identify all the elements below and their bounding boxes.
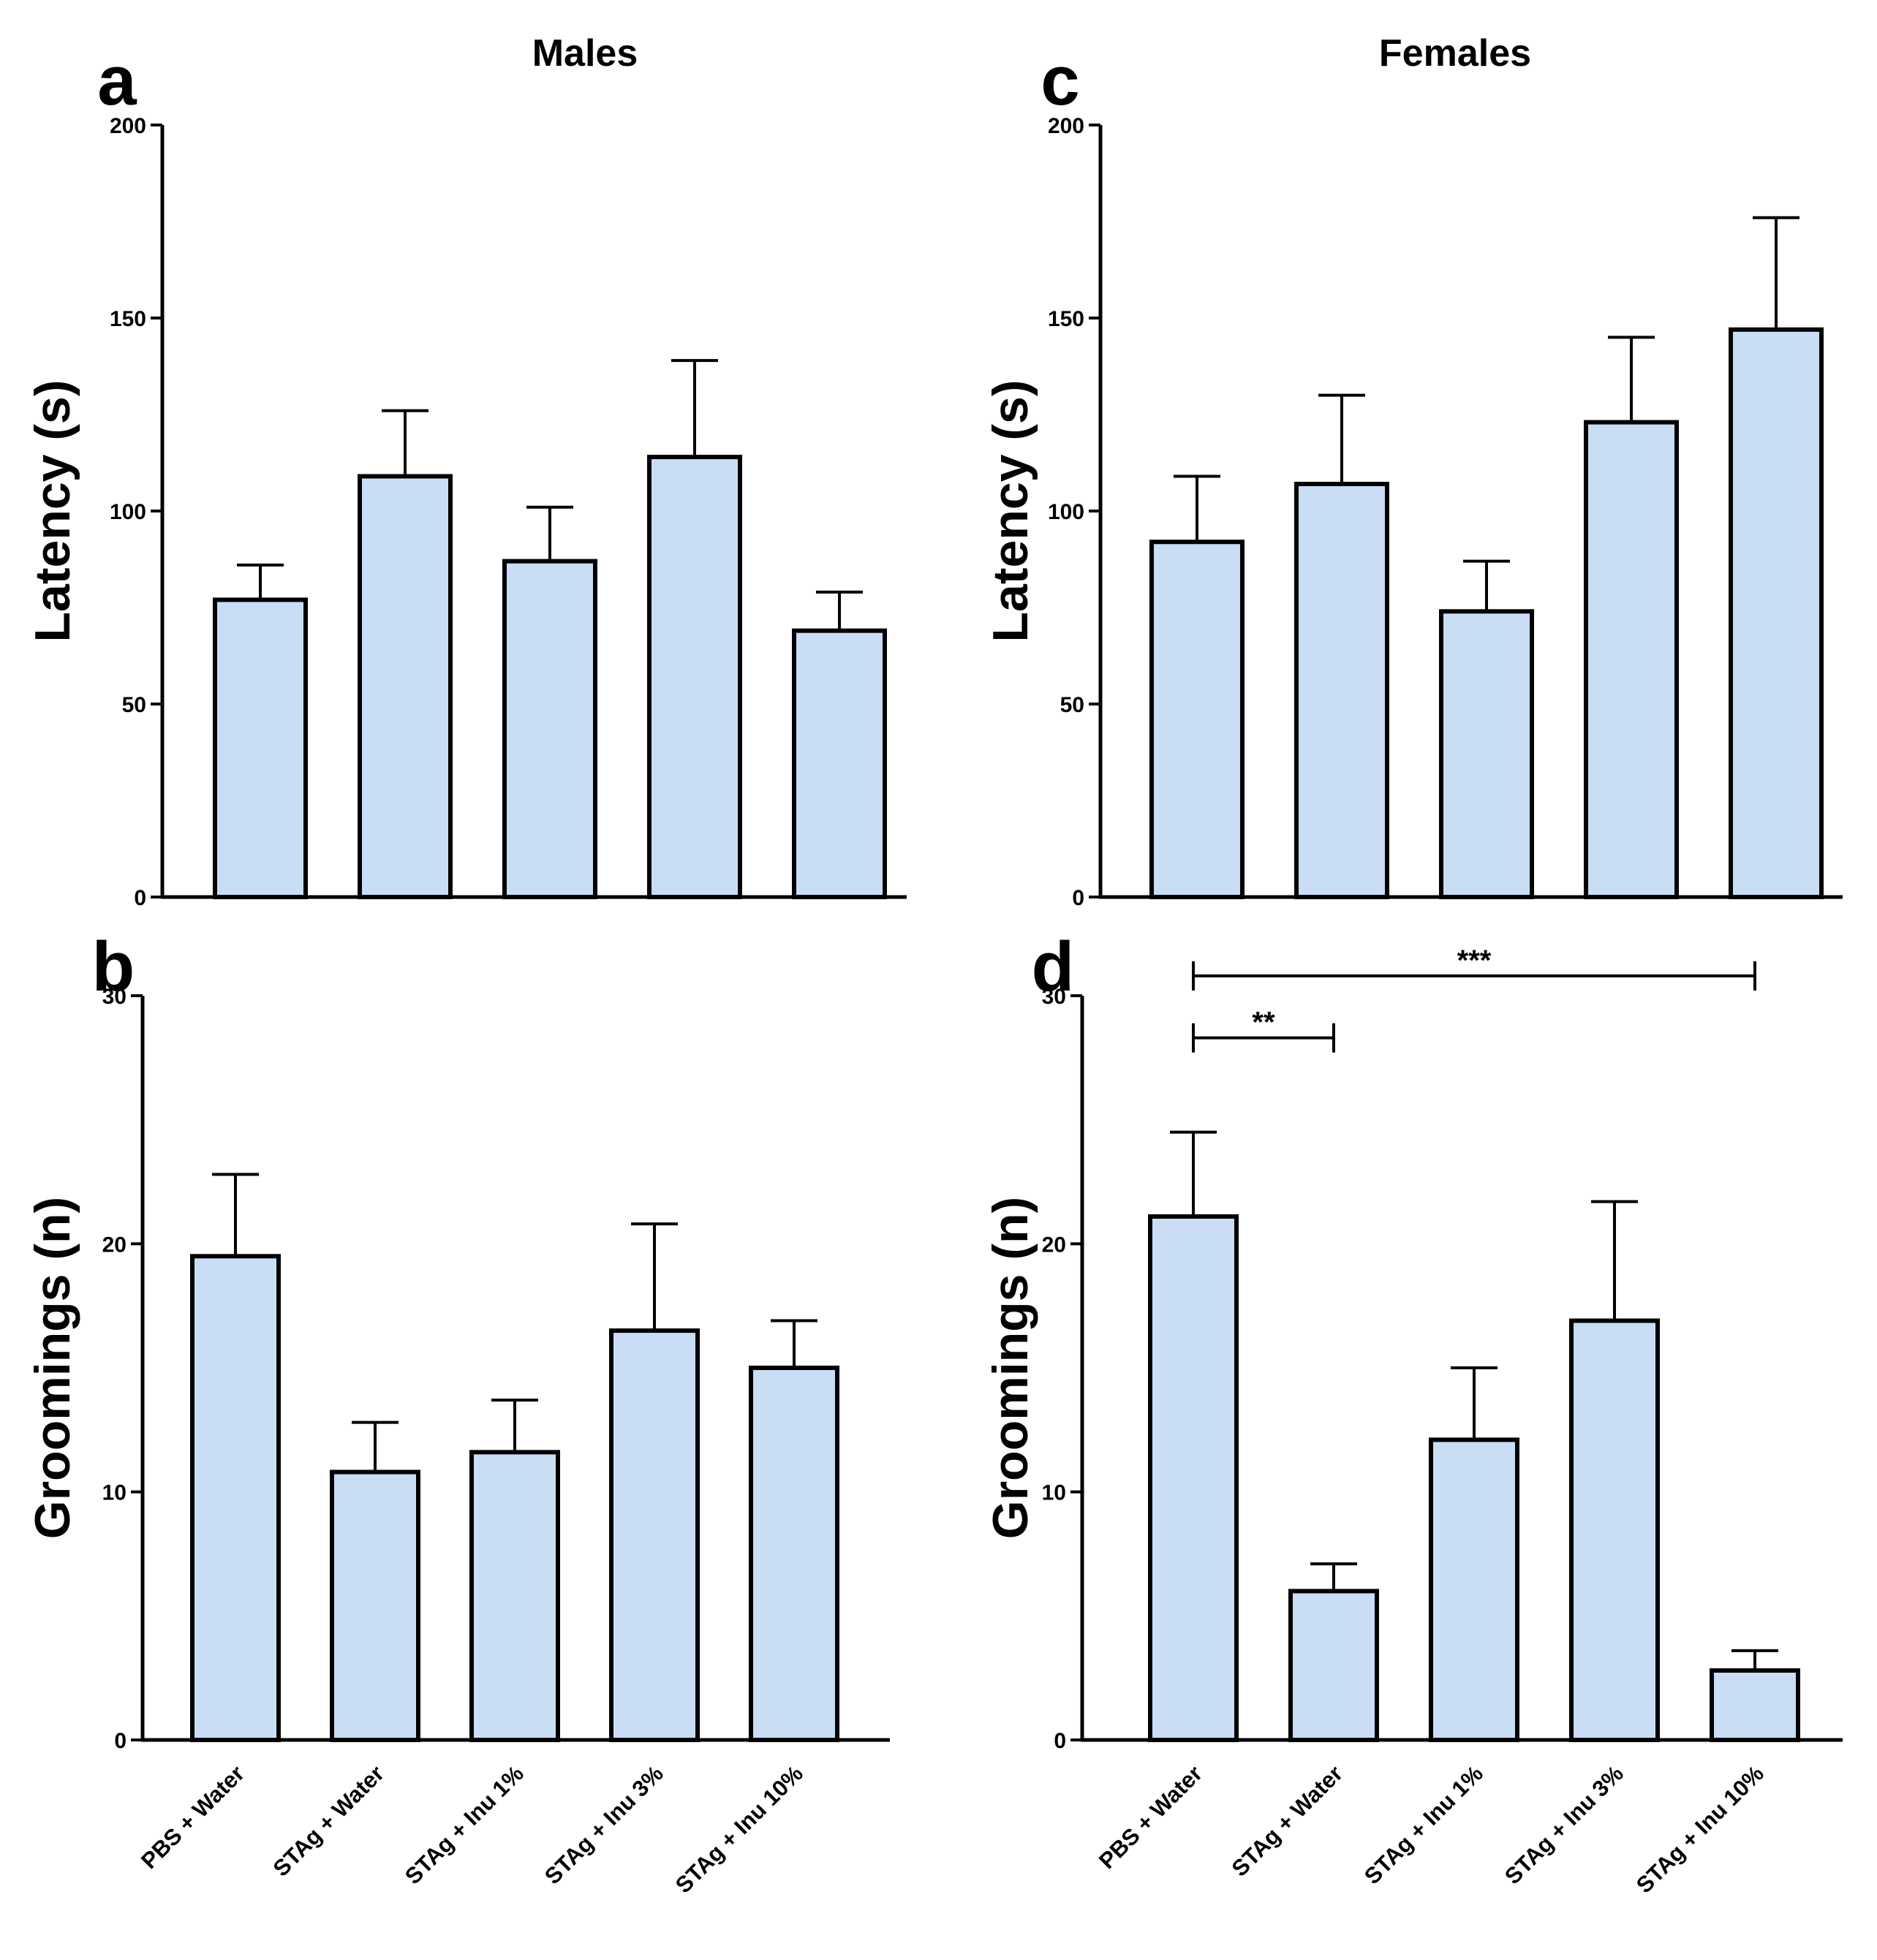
panel-a-latency-males: a Latency (s) 0 50 100 150 200: [25, 42, 907, 910]
bar-5: [1729, 327, 1824, 899]
y-tick-label-0: 0: [134, 886, 146, 910]
y-tick-label-10: 10: [102, 1481, 126, 1505]
bar-2: [358, 474, 453, 899]
y-tick-label-0: 0: [114, 1729, 126, 1753]
y-tick-label-50: 50: [122, 693, 146, 717]
y-tick-label-20: 20: [102, 1233, 126, 1257]
y-tick-label-30: 30: [1042, 985, 1066, 1009]
bar-3: [1439, 609, 1534, 900]
significance-label-1: **: [1252, 1007, 1275, 1039]
y-tick-label-200: 200: [110, 114, 146, 138]
y-tick-label-150: 150: [1048, 307, 1084, 331]
bar-1: [1149, 540, 1245, 899]
y-tick-label-30: 30: [102, 985, 126, 1009]
bar-4: [647, 455, 742, 899]
significance-label-2: ***: [1457, 945, 1492, 977]
y-axis-label: Latency (s): [983, 380, 1038, 643]
bar-3: [469, 1450, 560, 1742]
bar-4: [1584, 420, 1679, 899]
bar-3: [502, 559, 597, 899]
panel-letter: a: [97, 42, 137, 120]
panel-c-latency-females: c Latency (s) 0 50 100 150 200: [983, 42, 1843, 910]
bar-1: [213, 597, 308, 899]
y-tick-label-150: 150: [110, 307, 146, 331]
bar-1: [190, 1254, 281, 1743]
bar-2: [330, 1469, 420, 1743]
y-tick-label-0: 0: [1072, 886, 1084, 910]
y-tick-label-100: 100: [110, 500, 146, 524]
bar-5: [792, 628, 887, 899]
bar-1: [1148, 1214, 1239, 1743]
y-tick-label-100: 100: [1048, 500, 1084, 524]
bar-5: [749, 1366, 839, 1742]
y-axis-label: Groomings (n): [25, 1197, 80, 1539]
column-title-females: Females: [1379, 32, 1531, 75]
panel-letter: b: [92, 928, 135, 1006]
y-tick-label-0: 0: [1054, 1729, 1066, 1753]
bar-2: [1288, 1589, 1379, 1742]
y-tick-label-50: 50: [1060, 693, 1084, 717]
bar-5: [1710, 1668, 1800, 1742]
y-tick-label-200: 200: [1048, 114, 1084, 138]
column-title-males: Males: [532, 32, 638, 75]
y-tick-label-10: 10: [1042, 1481, 1066, 1505]
bar-4: [609, 1328, 700, 1742]
y-axis-label: Latency (s): [25, 380, 80, 643]
y-axis-label: Groomings (n): [983, 1197, 1038, 1539]
bar-4: [1569, 1318, 1660, 1742]
bar-2: [1294, 482, 1389, 899]
bar-3: [1429, 1437, 1519, 1742]
panel-letter: d: [1032, 928, 1075, 1006]
y-tick-label-20: 20: [1042, 1233, 1066, 1257]
panel-letter: c: [1041, 42, 1079, 120]
